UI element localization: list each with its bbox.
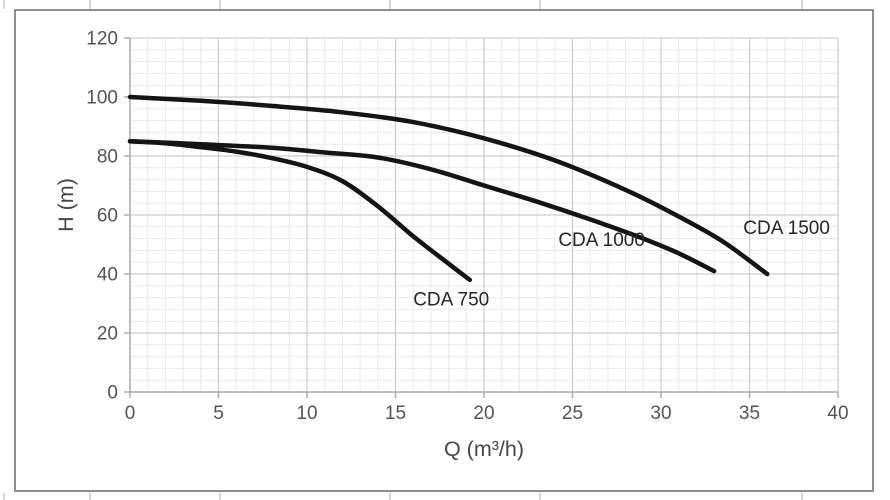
curve-label-cda-750: CDA 750: [413, 290, 489, 311]
y-tick-label: 120: [86, 29, 118, 50]
x-tick-label: 25: [562, 403, 583, 424]
curve-cda-1000: [127, 139, 717, 274]
table-edge-tick: [389, 493, 391, 500]
x-tick-label: 30: [650, 403, 671, 424]
table-edge-tick: [801, 0, 803, 9]
table-edge-tick: [539, 0, 541, 9]
x-tick-label: 20: [473, 403, 494, 424]
x-tick-label: 15: [385, 403, 406, 424]
table-edge-tick: [89, 493, 91, 500]
y-tick-label: 60: [97, 206, 118, 227]
table-edge-tick: [219, 493, 221, 500]
y-tick-label: 20: [97, 324, 118, 345]
table-edge-tick: [219, 0, 221, 9]
x-tick-label: 10: [296, 403, 317, 424]
curve-label-cda-1500: CDA 1500: [743, 218, 830, 239]
y-axis-title: H (m): [54, 178, 78, 232]
curve-cda-750: [127, 139, 473, 283]
table-edge-tick: [389, 0, 391, 9]
x-tick-label: 0: [125, 403, 136, 424]
curve-label-cda-1000: CDA 1000: [558, 230, 645, 251]
table-edge-tick: [539, 493, 541, 500]
x-tick-label: 35: [739, 403, 760, 424]
y-tick-label: 40: [97, 265, 118, 286]
table-edge-tick: [801, 493, 803, 500]
table-edge-tick: [3, 493, 5, 500]
curve-cda-1500: [127, 94, 770, 277]
x-tick-label: 5: [213, 403, 224, 424]
y-tick-label: 0: [107, 383, 118, 404]
y-tick-label: 80: [97, 147, 118, 168]
table-edge-tick: [3, 0, 5, 9]
x-axis-title: Q (m³/h): [443, 437, 525, 461]
table-edge-tick: [89, 0, 91, 9]
x-tick-label: 40: [827, 403, 848, 424]
y-tick-label: 100: [86, 88, 118, 109]
